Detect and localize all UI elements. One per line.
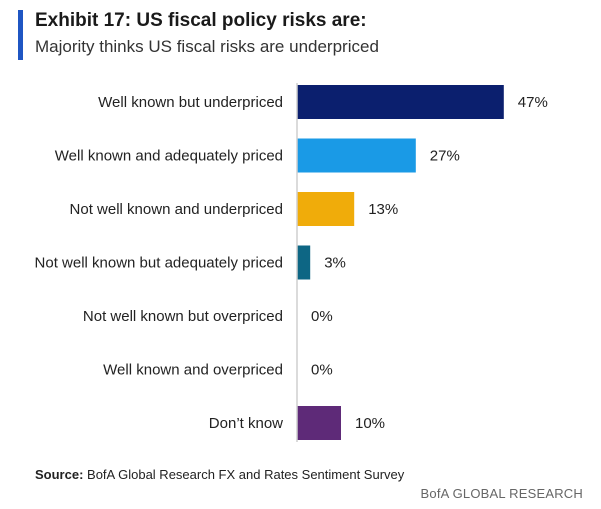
value-label: 47% [518, 94, 548, 111]
value-label: 10% [355, 415, 385, 432]
source-label: Source: [35, 467, 84, 482]
bar [297, 245, 311, 280]
value-label: 13% [368, 201, 398, 218]
chart-title: Exhibit 17: US fiscal policy risks are: [35, 10, 367, 31]
chart-subtitle: Majority thinks US fiscal risks are unde… [35, 37, 379, 56]
brand-logo-text: BofA GLOBAL RESEARCH [420, 486, 583, 501]
category-label: Don’t know [209, 415, 283, 432]
category-label: Well known but underpriced [98, 94, 283, 111]
category-label: Not well known and underpriced [70, 201, 283, 218]
bar-chart: Well known but underpriced 47% Well known … [35, 83, 548, 442]
bar [297, 138, 416, 173]
value-label: 0% [311, 308, 333, 325]
category-label: Not well known but overpriced [83, 308, 283, 325]
source-text: BofA Global Research FX and Rates Sentim… [87, 467, 405, 482]
source-note: Source: BofA Global Research FX and Rate… [35, 467, 404, 482]
category-label: Well known and overpriced [103, 362, 283, 379]
bar [297, 192, 355, 226]
category-label: Well known and adequately priced [55, 148, 283, 165]
value-label: 3% [324, 255, 346, 272]
bar [297, 406, 341, 440]
value-label: 27% [430, 148, 460, 165]
bar [297, 85, 504, 119]
value-label: 0% [311, 362, 333, 379]
category-label: Not well known but adequately priced [35, 255, 283, 272]
title-accent-bar [18, 10, 23, 60]
